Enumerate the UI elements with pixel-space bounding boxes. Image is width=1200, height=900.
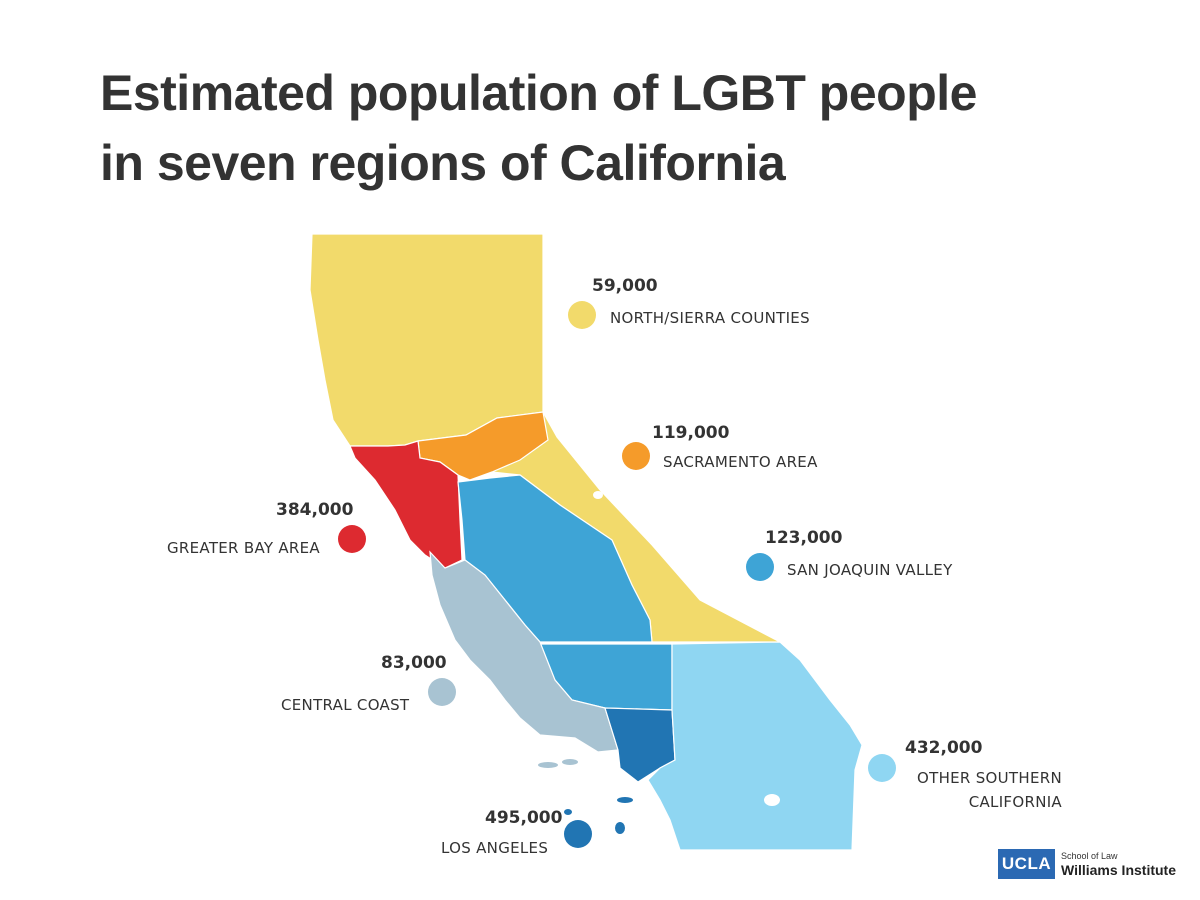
island xyxy=(564,809,572,815)
logo-school: School of Law xyxy=(1061,850,1118,861)
region-north-sierra xyxy=(309,233,544,447)
value-central-coast: 83,000 xyxy=(381,653,447,673)
name-los-angeles: LOS ANGELES xyxy=(441,839,549,857)
name-other-southern-line1: OTHER SOUTHERN xyxy=(917,769,1062,787)
page-title: Estimated population of LGBT people in s… xyxy=(100,58,1100,198)
ucla-mark: UCLA xyxy=(998,849,1055,879)
value-bay-area: 384,000 xyxy=(276,500,354,520)
island xyxy=(562,759,578,765)
legend-dot-san-joaquin xyxy=(746,553,774,581)
logo-text: School of Law Williams Institute xyxy=(1061,850,1177,878)
label-central-coast-name: CENTRAL COAST xyxy=(281,693,409,717)
value-north-sierra: 59,000 xyxy=(592,276,658,296)
title-line-2: in seven regions of California xyxy=(100,135,786,191)
name-san-joaquin: SAN JOAQUIN VALLEY xyxy=(787,561,953,579)
name-sacramento: SACRAMENTO AREA xyxy=(663,453,818,471)
name-north-sierra: NORTH/SIERRA COUNTIES xyxy=(610,309,810,327)
label-bay-area: 384,000 xyxy=(276,500,353,520)
name-bay-area: GREATER BAY AREA xyxy=(167,539,320,557)
label-san-joaquin-name: SAN JOAQUIN VALLEY xyxy=(787,558,953,582)
value-los-angeles: 495,000 xyxy=(485,808,563,828)
label-sacramento-name: SACRAMENTO AREA xyxy=(663,450,818,474)
legend-dot-los-angeles xyxy=(564,820,592,848)
island xyxy=(617,797,633,803)
salton-sea xyxy=(764,794,780,806)
label-los-angeles: 495,000 xyxy=(485,808,562,828)
region-bay-area xyxy=(349,440,463,569)
label-san-joaquin: 123,000 xyxy=(765,528,842,548)
title-line-1: Estimated population of LGBT people xyxy=(100,65,977,121)
name-other-southern-line2: CALIFORNIA xyxy=(968,793,1062,811)
region-central-coast xyxy=(429,550,619,753)
region-other-southern xyxy=(647,641,863,851)
legend-dot-other-southern xyxy=(868,754,896,782)
legend-dot-sacramento xyxy=(622,442,650,470)
label-central-coast: 83,000 xyxy=(381,653,447,673)
label-other-southern: 432,000 xyxy=(905,738,982,758)
island xyxy=(615,822,625,834)
value-sacramento: 119,000 xyxy=(652,423,730,443)
label-other-southern-name: OTHER SOUTHERN CALIFORNIA xyxy=(906,766,1062,814)
legend-dot-bay-area xyxy=(338,525,366,553)
legend-dot-north-sierra xyxy=(568,301,596,329)
label-bay-area-name: GREATER BAY AREA xyxy=(167,536,320,560)
label-sacramento: 119,000 xyxy=(652,423,729,443)
value-san-joaquin: 123,000 xyxy=(765,528,843,548)
legend-dot-central-coast xyxy=(428,678,456,706)
value-other-southern: 432,000 xyxy=(905,738,983,758)
label-north-sierra: 59,000 xyxy=(592,276,658,296)
label-north-sierra-name: NORTH/SIERRA COUNTIES xyxy=(610,306,810,330)
ucla-williams-logo: UCLA School of Law Williams Institute xyxy=(998,849,1176,879)
label-los-angeles-name: LOS ANGELES xyxy=(441,836,548,860)
lake-tahoe xyxy=(593,491,603,499)
name-central-coast: CENTRAL COAST xyxy=(281,696,410,714)
island xyxy=(538,762,558,768)
logo-institute: Williams Institute xyxy=(1061,861,1177,878)
